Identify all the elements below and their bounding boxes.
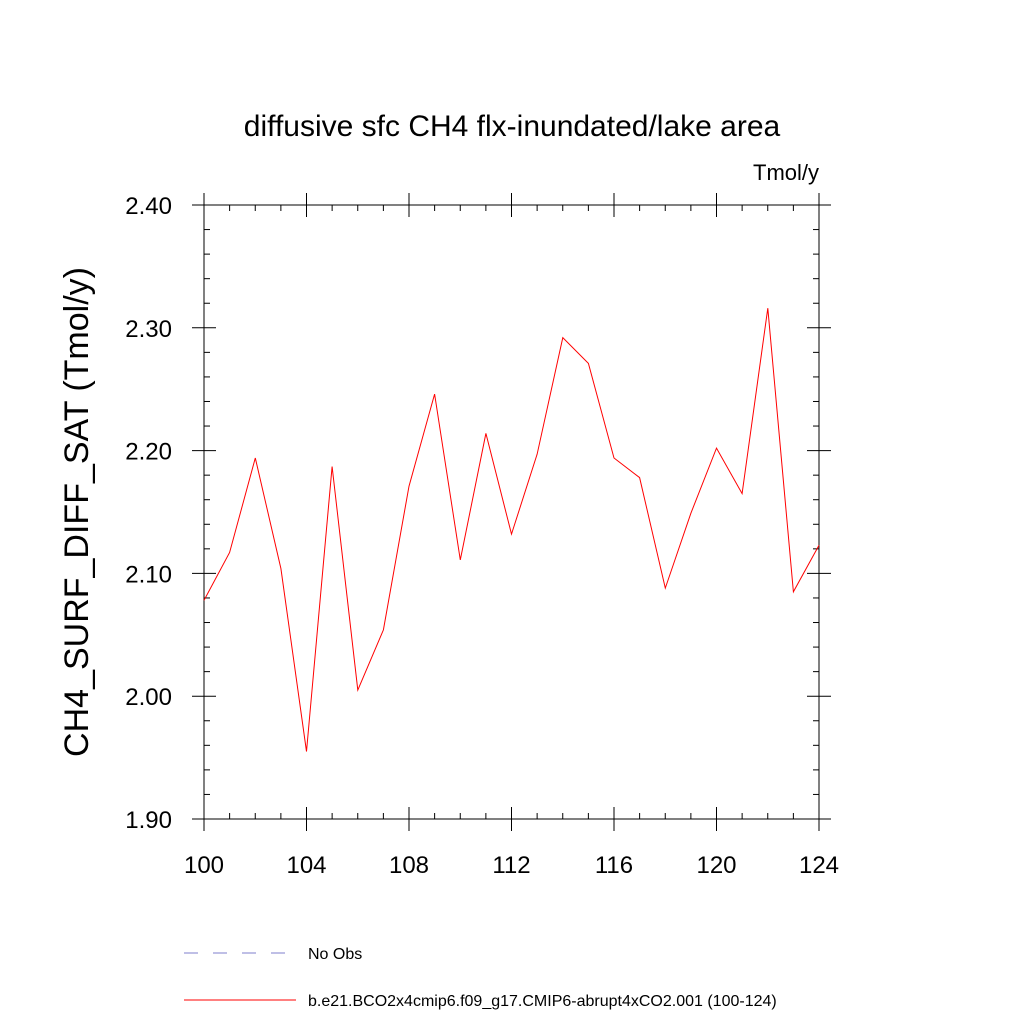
y-tick-label: 2.30 — [125, 316, 172, 343]
series-layer — [203, 308, 820, 752]
legend-label-no-obs: No Obs — [308, 946, 362, 963]
x-tick-label: 116 — [595, 852, 633, 879]
chart-title: diffusive sfc CH4 flx-inundated/lake are… — [244, 110, 781, 143]
x-tick-label: 100 — [184, 852, 224, 879]
x-tick-label: 104 — [286, 852, 326, 879]
y-tick-label: 2.00 — [125, 684, 172, 711]
x-tick-label: 112 — [492, 852, 530, 879]
y-axis-label: CH4_SURF_DIFF_SAT (Tmol/y) — [58, 267, 96, 757]
y-tick-label: 1.90 — [125, 807, 172, 834]
y-tick-label: 2.20 — [125, 439, 172, 466]
axis-ticks: 100 104 108 112 116 120 124 1.90 2.00 2.10 2.20 2.3… — [125, 193, 839, 879]
x-tick-label: 108 — [389, 852, 429, 879]
series-line — [203, 308, 820, 752]
y-tick-label: 2.40 — [125, 193, 172, 220]
plot-frame — [203, 204, 820, 820]
units-label: Tmol/y — [753, 160, 819, 185]
y-tick-label: 2.10 — [125, 561, 172, 588]
x-tick-label: 120 — [696, 852, 736, 879]
legend-label-model-run: b.e21.BCO2x4cmip6.f09_g17.CMIP6-abrupt4x… — [308, 993, 777, 1010]
x-tick-label: 124 — [799, 852, 839, 879]
legend: No Obs b.e21.BCO2x4cmip6.f09_g17.CMIP6-a… — [184, 946, 777, 1010]
